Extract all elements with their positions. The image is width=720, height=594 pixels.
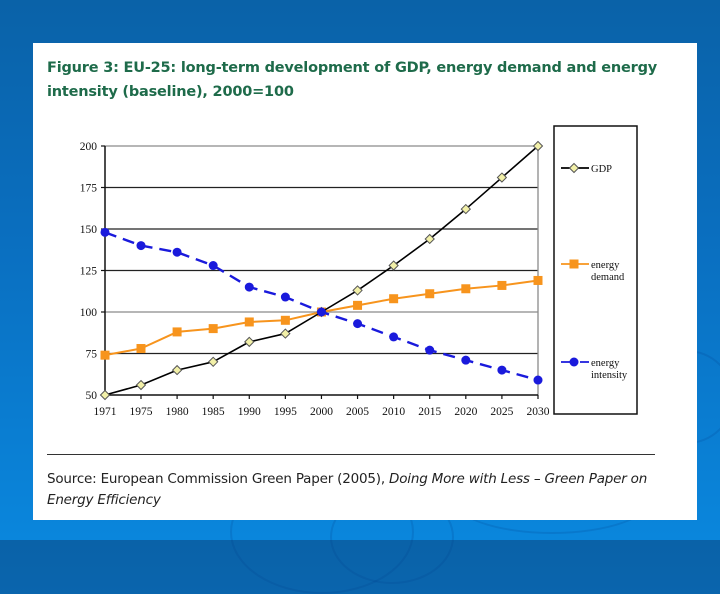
- data-point-energy-demand: [389, 294, 399, 304]
- data-point-energy-demand: [136, 344, 146, 354]
- x-tick-label: 2015: [418, 406, 441, 418]
- source-divider: [47, 454, 655, 455]
- data-point-energy-intensity: [316, 307, 326, 317]
- figure-source: Source: European Commission Green Paper …: [47, 469, 687, 511]
- x-axis-ticks: 1971 1975 1980 1985 1990 1995 2000 2005 2010 2015…: [94, 395, 550, 418]
- data-point-energy-intensity: [280, 292, 290, 302]
- legend-label: energy: [591, 260, 620, 271]
- data-point-gdp: [171, 364, 183, 376]
- x-tick-label: 2025: [490, 406, 513, 418]
- source-prefix: Source: European Commission Green Paper …: [47, 471, 390, 487]
- data-point-energy-demand: [244, 317, 254, 327]
- data-point-energy-demand: [533, 275, 543, 285]
- data-point-energy-demand: [461, 284, 471, 294]
- series-line-energy-intensity: [104, 231, 539, 382]
- legend-item-gdp: GDP: [561, 162, 612, 175]
- data-point-gdp: [207, 356, 219, 368]
- data-point-gdp: [532, 140, 544, 152]
- y-tick-label: 125: [80, 266, 98, 278]
- data-point-gdp: [424, 233, 435, 245]
- data-point-gdp: [135, 379, 147, 391]
- figure-title: Figure 3: EU-25: long-term development o…: [47, 56, 687, 104]
- data-point-gdp: [244, 336, 255, 348]
- figure-title-line2: intensity (baseline), 2000=100: [47, 84, 294, 100]
- data-point-gdp: [388, 260, 399, 271]
- legend-label: intensity: [591, 370, 628, 381]
- y-tick-label: 150: [80, 224, 98, 236]
- data-point-energy-intensity: [208, 261, 218, 271]
- legend-swatch-marker: [568, 162, 580, 174]
- x-tick-label: 2020: [454, 406, 477, 418]
- y-tick-label: 175: [80, 183, 98, 195]
- x-tick-label: 1995: [274, 406, 297, 418]
- data-point-energy-demand: [280, 315, 290, 325]
- data-point-energy-intensity: [353, 319, 363, 329]
- figure-panel: Figure 3: EU-25: long-term development o…: [33, 43, 697, 520]
- figure-title-line1: Figure 3: EU-25: long-term development o…: [47, 60, 658, 76]
- legend-label: demand: [591, 272, 625, 283]
- data-point-energy-demand: [425, 289, 435, 299]
- series-line-energy-demand: [104, 279, 539, 357]
- x-tick-label: 1985: [202, 406, 225, 418]
- x-tick-label: 2010: [382, 406, 405, 418]
- series-group: [99, 140, 544, 401]
- data-point-energy-intensity: [461, 355, 471, 365]
- y-tick-label: 200: [80, 141, 98, 153]
- y-tick-label: 75: [86, 349, 98, 361]
- data-point-energy-demand: [353, 300, 363, 310]
- source-title: Doing More with Less – Green Paper on En…: [47, 471, 648, 508]
- data-point-energy-demand: [100, 350, 110, 360]
- data-point-gdp: [460, 203, 472, 215]
- data-point-energy-intensity: [136, 241, 146, 251]
- data-point-energy-intensity: [100, 227, 110, 237]
- x-tick-label: 1990: [238, 406, 261, 418]
- data-point-energy-demand: [497, 280, 507, 290]
- x-tick-label: 2000: [310, 406, 333, 418]
- legend-label: GDP: [591, 164, 612, 175]
- line-chart: 50 75 100 125 150 175 200 1971 1975 1980 1985 1990…: [80, 125, 638, 418]
- y-axis-ticks: 50 75 100 125 150 175 200: [80, 141, 105, 402]
- x-tick-label: 1975: [130, 406, 153, 418]
- series-energy-demand: [100, 275, 543, 360]
- y-tick-label: 100: [80, 307, 98, 319]
- data-point-energy-intensity: [533, 375, 543, 385]
- data-point-energy-intensity: [172, 247, 182, 257]
- data-point-gdp: [496, 172, 508, 183]
- data-point-energy-intensity: [389, 332, 399, 342]
- x-tick-label: 1980: [166, 406, 189, 418]
- data-point-energy-demand: [208, 324, 218, 334]
- data-point-energy-intensity: [244, 282, 254, 292]
- data-point-energy-intensity: [497, 365, 507, 375]
- x-tick-label: 2005: [346, 406, 369, 418]
- data-point-energy-intensity: [425, 345, 435, 355]
- legend-swatch-marker: [569, 357, 579, 367]
- x-tick-label: 2030: [527, 406, 550, 418]
- data-point-energy-demand: [172, 327, 182, 337]
- legend-label: energy: [591, 358, 620, 369]
- x-tick-label: 1971: [94, 406, 117, 418]
- data-point-gdp: [280, 328, 291, 339]
- legend-box: [553, 125, 638, 415]
- data-point-gdp: [99, 389, 111, 401]
- data-point-gdp: [352, 285, 363, 296]
- series-energy-intensity: [100, 227, 543, 385]
- y-tick-label: 50: [86, 390, 98, 402]
- legend-swatch-marker: [569, 259, 579, 269]
